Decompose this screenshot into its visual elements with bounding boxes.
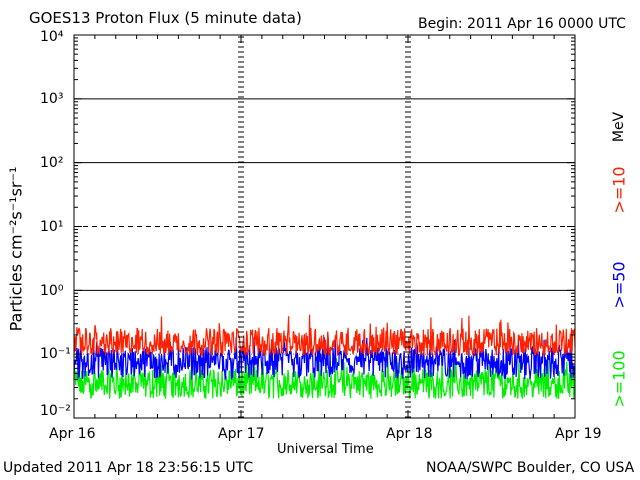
series-line-2 xyxy=(73,357,576,400)
y-tick-label: 10⁻¹ xyxy=(40,346,71,362)
x-axis-label: Universal Time xyxy=(277,442,374,457)
y-tick-label: 10⁻² xyxy=(40,403,71,419)
legend-label-ge50: >=50 xyxy=(609,261,629,309)
x-tick-label: Apr 16 xyxy=(49,426,96,442)
y-axis-label: Particles cm⁻²s⁻¹sr⁻¹ xyxy=(6,166,26,332)
energy-unit-label: MeV xyxy=(611,111,627,143)
y-tick-label: 10² xyxy=(40,155,64,171)
y-tick-label: 10⁰ xyxy=(40,283,64,299)
series-line-0 xyxy=(73,314,576,357)
x-tick-label: Apr 19 xyxy=(555,426,602,442)
legend-label-ge10: >=10 xyxy=(609,166,629,214)
y-tick-label: 10¹ xyxy=(40,219,64,235)
chart-title: GOES13 Proton Flux (5 minute data) xyxy=(29,9,302,27)
y-tick-label: 10⁴ xyxy=(40,29,64,45)
y-tick-label: 10³ xyxy=(40,91,64,107)
legend-label-ge100: >=100 xyxy=(609,350,629,408)
x-tick-label: Apr 18 xyxy=(386,426,433,442)
credit-label: NOAA/SWPC Boulder, CO USA xyxy=(426,460,635,476)
x-tick-label: Apr 17 xyxy=(218,426,265,442)
updated-timestamp: Updated 2011 Apr 18 23:56:15 UTC xyxy=(3,460,254,476)
begin-time-label: Begin: 2011 Apr 16 0000 UTC xyxy=(418,16,626,32)
